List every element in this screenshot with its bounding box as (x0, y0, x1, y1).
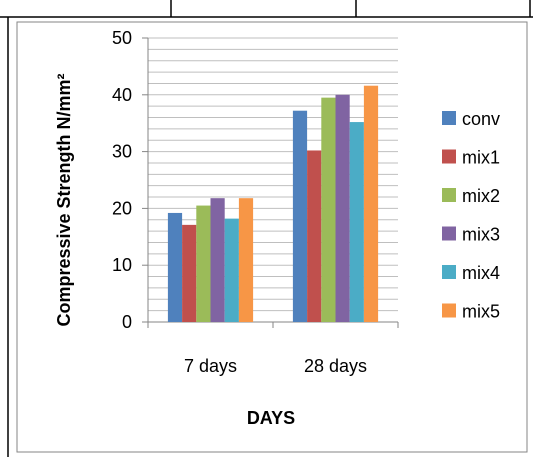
legend-swatch-mix1 (442, 149, 456, 164)
bar-conv-0 (167, 212, 183, 322)
legend-swatch-conv (442, 111, 456, 125)
bar-mix1-1 (307, 150, 322, 322)
y-tick-label: 0 (122, 312, 132, 332)
legend-label-mix4: mix4 (462, 263, 500, 283)
bar-conv-1 (292, 110, 308, 322)
legend-label-conv: conv (462, 109, 500, 129)
legend-swatch-mix5 (442, 303, 456, 318)
bar-mix5-0 (238, 198, 254, 322)
y-tick-label: 40 (112, 85, 132, 105)
legend-swatch-mix3 (442, 226, 456, 241)
tick-labels: 0 10 20 30 40 50 7 days 28 days (112, 28, 367, 376)
legend-swatch-mix2 (442, 188, 456, 202)
legend: conv mix1 mix2 mix3 mix4 mix5 (442, 109, 500, 322)
bars (167, 85, 379, 323)
bar-mix3-0 (210, 198, 225, 322)
y-tick-label: 30 (112, 142, 132, 162)
y-axis-label: Compressive Strength N/mm² (54, 73, 74, 326)
legend-label-mix3: mix3 (462, 225, 500, 245)
bar-mix4-0 (224, 218, 239, 322)
bar-mix4-1 (349, 122, 364, 323)
bar-mix5-1 (363, 85, 379, 322)
bar-mix3-1 (335, 94, 350, 322)
x-tick-label: 28 days (304, 356, 367, 376)
legend-label-mix1: mix1 (462, 148, 500, 168)
y-tick-label: 50 (112, 28, 132, 48)
legend-label-mix2: mix2 (462, 186, 500, 206)
legend-label-mix5: mix5 (462, 302, 500, 322)
x-axis-label: DAYS (247, 408, 295, 428)
y-tick-label: 20 (112, 198, 132, 218)
bar-mix1-0 (182, 224, 197, 322)
legend-swatch-mix4 (442, 265, 456, 279)
x-tick-label: 7 days (184, 356, 237, 376)
y-tick-label: 10 (112, 255, 132, 275)
bar-mix2-0 (196, 205, 211, 322)
chart-frame (16, 21, 528, 453)
bar-mix2-1 (321, 97, 336, 322)
